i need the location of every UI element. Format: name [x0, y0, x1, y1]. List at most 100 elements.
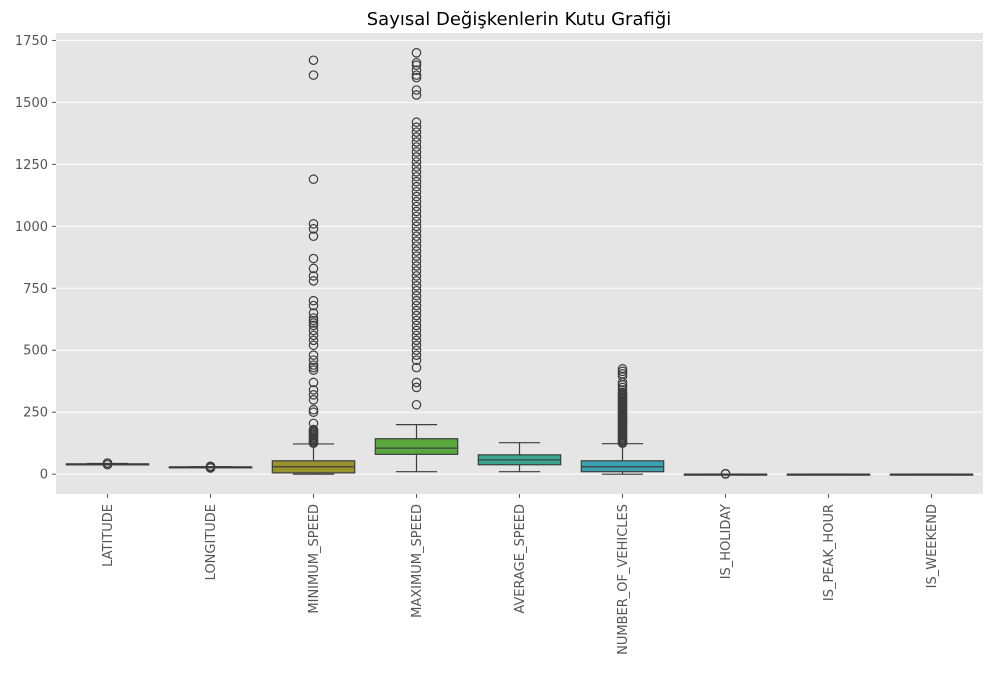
y-tick-label: 1250 — [15, 158, 48, 173]
outlier-point — [617, 385, 628, 395]
outlier-point — [308, 335, 319, 346]
outlier-point — [411, 325, 422, 336]
outlier-point — [411, 221, 422, 232]
outlier-point — [411, 147, 422, 157]
outlier-point — [411, 399, 422, 410]
outlier-point — [308, 404, 319, 415]
outlier-point — [411, 300, 422, 311]
outlier-point — [308, 224, 319, 234]
outlier-point — [308, 231, 319, 242]
outlier-point — [411, 382, 422, 393]
box-is-holiday — [683, 468, 768, 479]
box-maximum-speed — [374, 48, 459, 473]
plot-area — [56, 33, 983, 494]
outlier-point — [411, 285, 422, 296]
outlier-point — [411, 72, 422, 83]
outlier-point — [411, 305, 422, 316]
x-tick-label: IS_WEEKEND — [925, 504, 940, 588]
outlier-point — [617, 364, 628, 374]
outlier-point — [411, 377, 422, 388]
outlier-point — [411, 216, 422, 227]
outlier-point — [308, 385, 319, 395]
outlier-point — [308, 350, 319, 361]
outlier-point — [411, 142, 422, 152]
outlier-point — [411, 186, 422, 197]
outlier-point — [411, 122, 422, 132]
outlier-point — [411, 57, 422, 68]
outlier-point — [411, 251, 422, 261]
x-tick-label: MINIMUM_SPEED — [307, 504, 322, 614]
x-tick-label: NUMBER_OF_VEHICLES — [616, 504, 631, 655]
outlier-point — [308, 219, 319, 229]
outlier-point — [411, 246, 422, 256]
y-tick-label: 500 — [23, 344, 48, 359]
outlier-point — [411, 320, 422, 331]
outlier-point — [308, 313, 319, 323]
outlier-point — [308, 263, 319, 274]
outlier-point — [411, 231, 422, 242]
outlier-point — [411, 191, 422, 202]
outlier-point — [411, 310, 422, 321]
outlier-point — [720, 468, 731, 479]
outlier-point — [617, 387, 628, 398]
outlier-point — [411, 330, 422, 341]
outlier-point — [411, 132, 422, 142]
outlier-point — [308, 55, 319, 66]
outlier-point — [411, 162, 422, 172]
outlier-point — [308, 318, 319, 328]
outlier-point — [308, 365, 319, 375]
outlier-point — [411, 48, 422, 58]
y-tick-label: 1000 — [15, 220, 48, 235]
outlier-point — [617, 382, 628, 393]
outlier-point — [411, 355, 422, 365]
box-latitude — [65, 458, 150, 470]
outlier-point — [411, 211, 422, 222]
outlier-point — [308, 418, 319, 429]
outlier-point — [411, 137, 422, 147]
y-tick-label: 0 — [40, 468, 48, 483]
outlier-point — [308, 360, 319, 370]
outlier-point — [308, 355, 319, 365]
outlier-point — [411, 70, 422, 80]
outlier-point — [308, 362, 319, 373]
outlier-point — [411, 295, 422, 306]
outlier-point — [411, 340, 422, 351]
x-axis: LATITUDE LONGITUDE MINIMUM_SPEED MAXIMUM_SP… — [101, 494, 940, 655]
outlier-point — [411, 176, 422, 187]
outlier-point — [411, 271, 422, 281]
outlier-point — [411, 241, 422, 251]
outlier-point — [102, 458, 113, 468]
outlier-point — [411, 157, 422, 167]
outlier-point — [411, 85, 422, 95]
gridlines — [56, 39, 983, 475]
x-tick-label: IS_PEAK_HOUR — [822, 504, 837, 601]
outlier-point — [411, 256, 422, 266]
outlier-point — [308, 253, 319, 264]
x-tick-label: LATITUDE — [101, 504, 116, 567]
outlier-point — [617, 366, 628, 377]
y-tick-label: 250 — [23, 406, 48, 421]
outlier-point — [411, 181, 422, 192]
outlier-point — [308, 325, 319, 336]
y-axis: 0 250 500 750 1000 1250 1500 1750 — [15, 34, 56, 483]
outlier-point — [308, 377, 319, 388]
outlier-point — [308, 340, 319, 351]
outlier-point — [308, 330, 319, 341]
outlier-point — [308, 308, 319, 318]
box-average-speed — [477, 442, 562, 473]
outlier-point — [308, 300, 319, 311]
x-tick-label: MAXIMUM_SPEED — [410, 504, 425, 618]
x-tick-label: IS_HOLIDAY — [719, 504, 734, 579]
box-number-of-vehicles — [580, 364, 665, 475]
outlier-point — [617, 368, 628, 379]
outlier-point — [411, 335, 422, 346]
outlier-point — [411, 345, 422, 356]
outlier-point — [411, 171, 422, 182]
outlier-point — [411, 350, 422, 361]
outlier-point — [308, 320, 319, 331]
outlier-point — [308, 315, 319, 326]
outlier-point — [411, 266, 422, 276]
box-longitude — [168, 461, 253, 473]
outlier-point — [411, 281, 422, 291]
y-tick-label: 1750 — [15, 34, 48, 49]
